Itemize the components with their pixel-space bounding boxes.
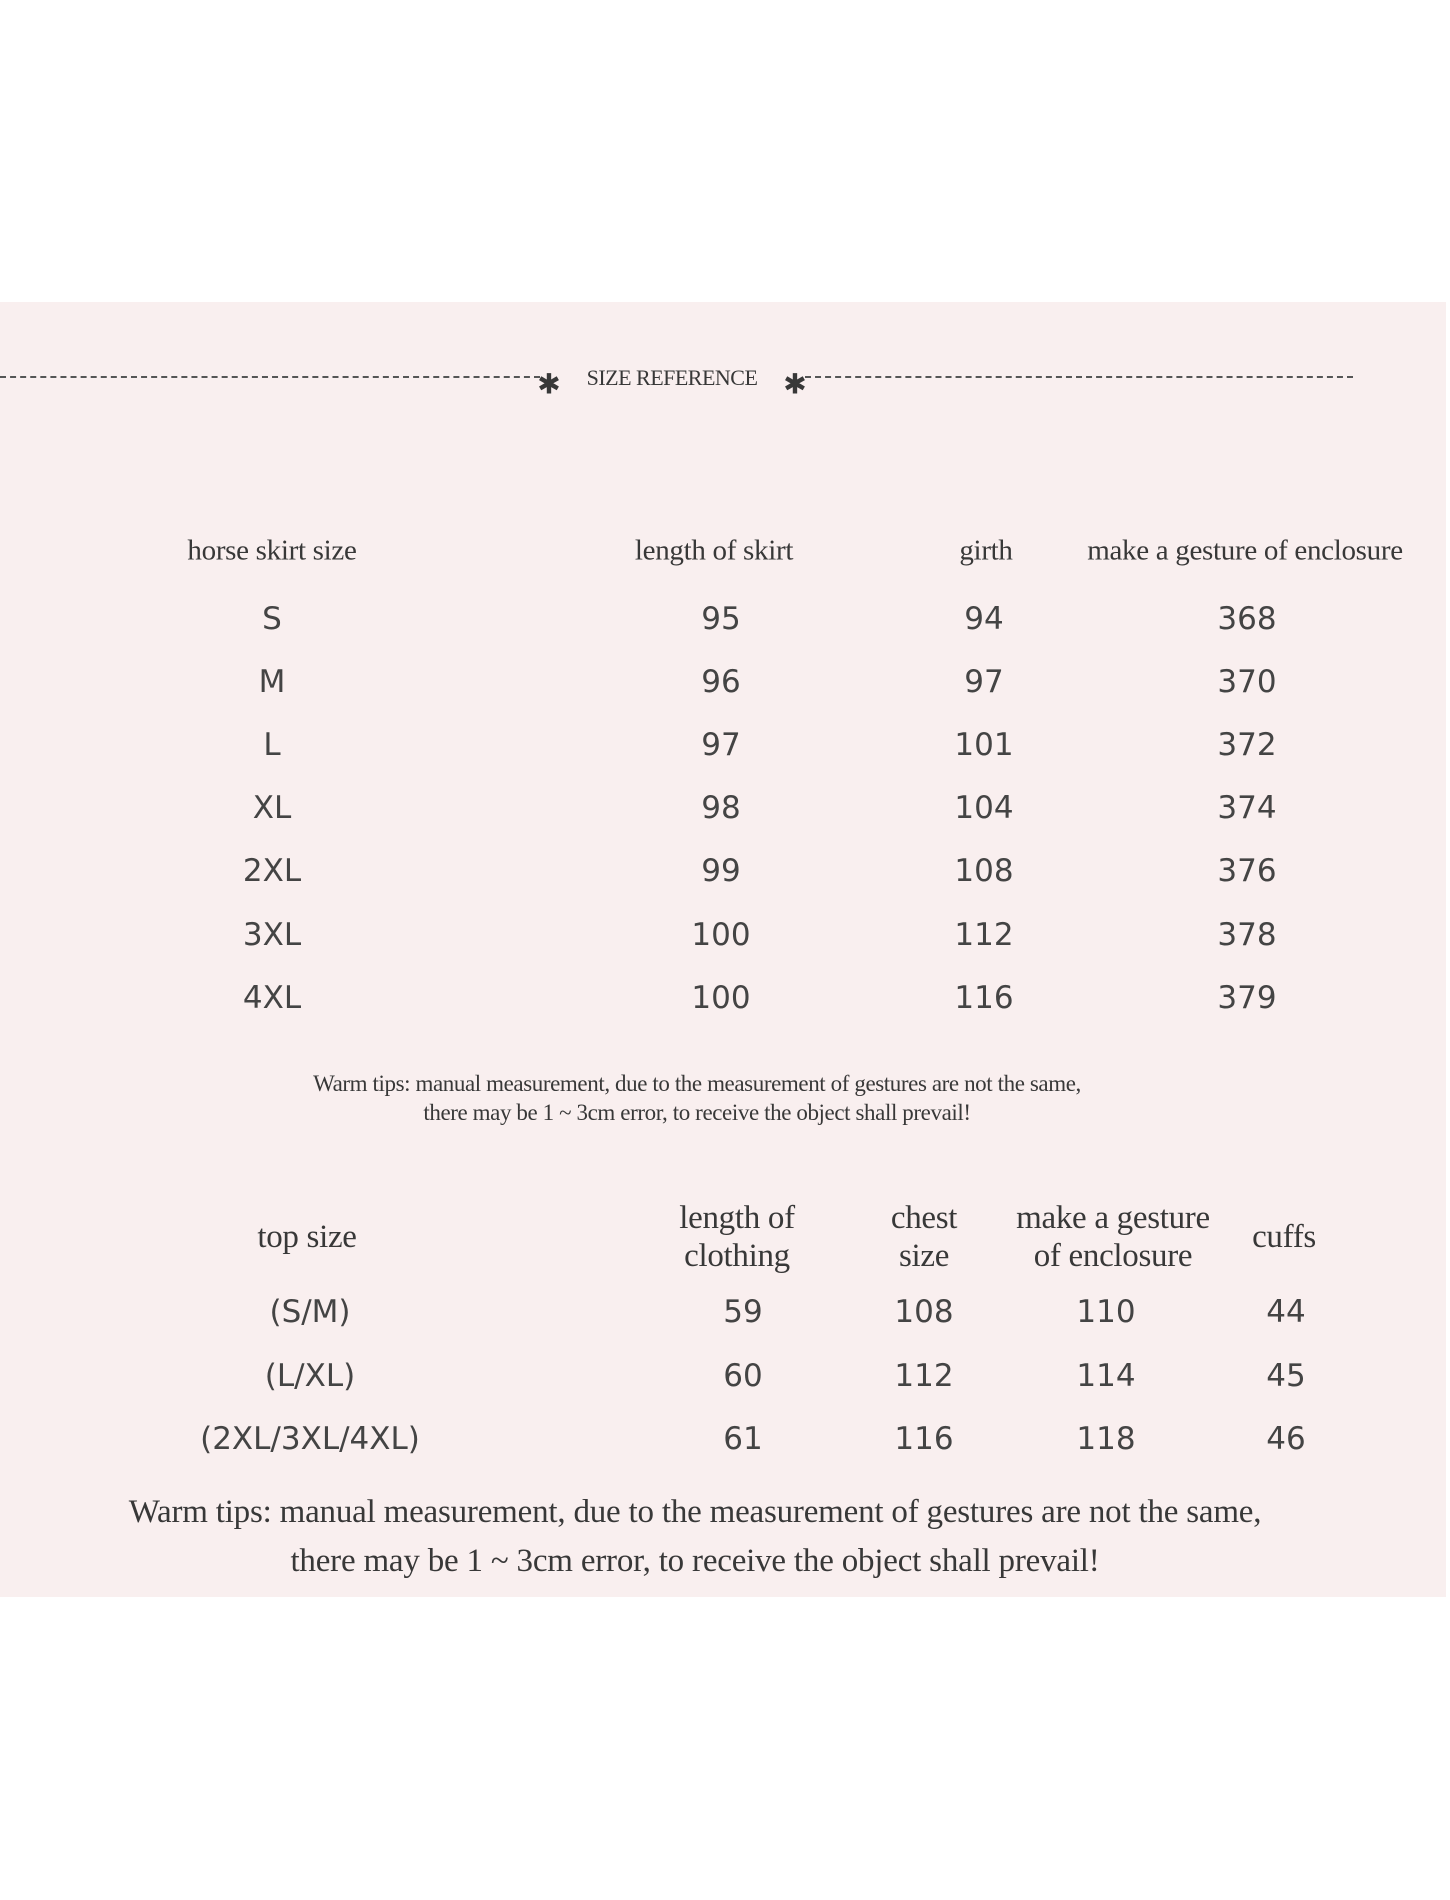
column-header-line: size (898, 1238, 950, 1274)
table-cell: 372 (1217, 727, 1277, 763)
table-cell: 95 (701, 601, 741, 637)
table-cell: 114 (1076, 1358, 1136, 1394)
table-cell: 45 (1266, 1358, 1306, 1394)
size-label: (L/XL) (264, 1358, 356, 1394)
column-header: make a gesture of enclosure (1087, 534, 1403, 567)
column-header: chest size (890, 1199, 958, 1275)
table-cell: 378 (1217, 917, 1277, 953)
skirt-warm-tips: Warm tips: manual measurement, due to th… (313, 1069, 1081, 1127)
table-cell: 370 (1217, 664, 1277, 700)
table-cell: 368 (1217, 601, 1277, 637)
table-cell: 116 (894, 1421, 954, 1457)
table-cell: 99 (701, 853, 741, 889)
column-header-line: top size (257, 1219, 357, 1255)
column-header: cuffs (1252, 1218, 1316, 1256)
column-header-line: make a gesture (1016, 1200, 1210, 1236)
asterisk-icon: ✱ (783, 367, 807, 401)
size-label: (2XL/3XL/4XL) (200, 1421, 420, 1457)
table-cell: 108 (954, 853, 1014, 889)
table-cell: 44 (1266, 1294, 1306, 1330)
column-header: length of clothing (679, 1199, 795, 1275)
size-label: 3XL (242, 917, 302, 953)
column-header: top size (257, 1218, 357, 1256)
size-label: S (262, 601, 282, 637)
table-cell: 96 (701, 664, 741, 700)
table-cell: 94 (964, 601, 1004, 637)
column-header: length of skirt (634, 534, 794, 567)
table-cell: 110 (1076, 1294, 1136, 1330)
tip-line: Warm tips: manual measurement, due to th… (313, 1071, 1081, 1096)
table-cell: 104 (954, 790, 1014, 826)
tip-line: Warm tips: manual measurement, due to th… (128, 1494, 1262, 1530)
column-header-line: cuffs (1252, 1219, 1316, 1255)
column-header: girth (959, 534, 1013, 567)
table-cell: 379 (1217, 980, 1277, 1016)
size-label: M (258, 664, 286, 700)
table-cell: 97 (964, 664, 1004, 700)
column-header-line: of enclosure (1033, 1238, 1193, 1274)
tip-line: there may be 1 ~ 3cm error, to receive t… (290, 1543, 1100, 1579)
table-cell: 60 (723, 1358, 763, 1394)
top-warm-tips: Warm tips: manual measurement, due to th… (129, 1488, 1262, 1586)
table-cell: 376 (1217, 853, 1277, 889)
table-cell: 101 (954, 727, 1014, 763)
table-cell: 100 (691, 980, 751, 1016)
asterisk-icon: ✱ (537, 367, 561, 401)
size-label: L (263, 727, 281, 763)
section-title: SIZE REFERENCE (586, 365, 758, 390)
column-header: make a gesture of enclosure (1016, 1199, 1210, 1275)
table-cell: 46 (1266, 1421, 1306, 1457)
column-header: horse skirt size (187, 534, 357, 567)
tip-line: there may be 1 ~ 3cm error, to receive t… (423, 1100, 971, 1125)
column-header-line: clothing (684, 1238, 790, 1274)
table-cell: 100 (691, 917, 751, 953)
size-label: 4XL (242, 980, 302, 1016)
table-cell: 374 (1217, 790, 1277, 826)
divider-right (805, 376, 1353, 378)
size-label: XL (252, 790, 292, 826)
divider-left (0, 376, 540, 378)
table-cell: 108 (894, 1294, 954, 1330)
table-cell: 116 (954, 980, 1014, 1016)
table-cell: 98 (701, 790, 741, 826)
size-chart-panel: ✱ SIZE REFERENCE ✱ (0, 302, 1446, 1597)
column-header-line: length of (679, 1200, 795, 1236)
table-cell: 97 (701, 727, 741, 763)
table-cell: 61 (723, 1421, 763, 1457)
size-label: 2XL (242, 853, 302, 889)
table-cell: 59 (723, 1294, 763, 1330)
size-label: (S/M) (269, 1294, 351, 1330)
column-header-line: chest (890, 1200, 958, 1236)
table-cell: 112 (894, 1358, 954, 1394)
table-cell: 112 (954, 917, 1014, 953)
table-cell: 118 (1076, 1421, 1136, 1457)
